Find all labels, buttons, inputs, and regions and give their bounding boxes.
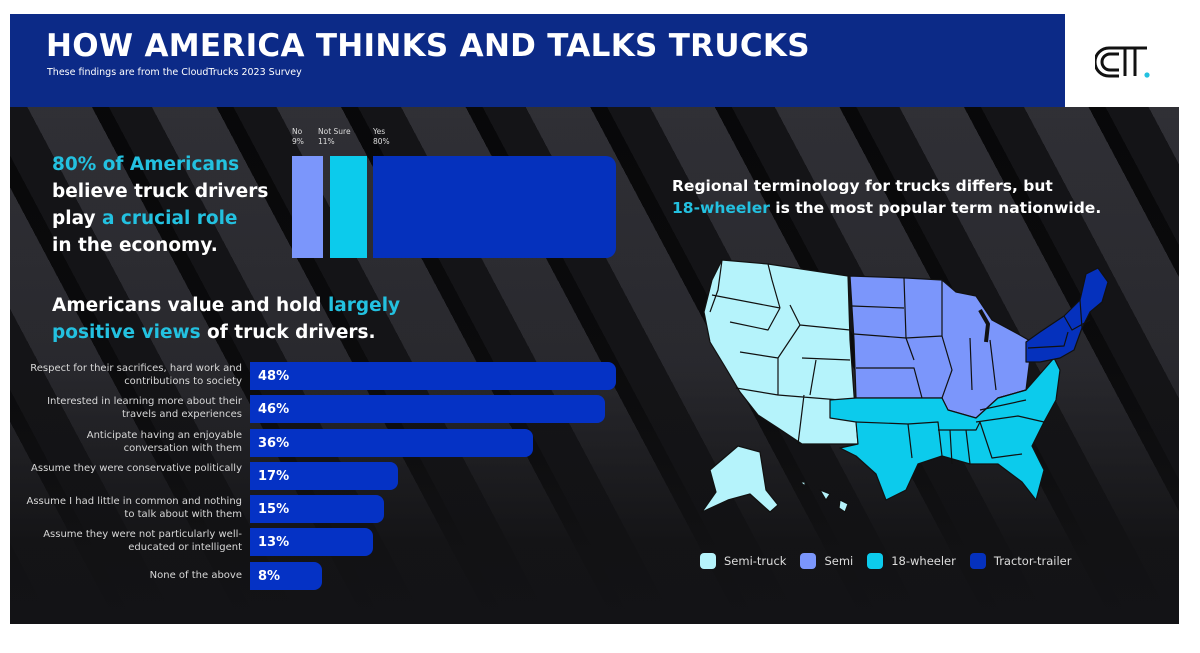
bar-row: Assume they were conservative politicall… [20,462,620,492]
stack-label-yes: Yes 80% [373,127,390,146]
swatch-icon [800,553,817,569]
bar-label: Assume they were conservative politicall… [31,463,242,474]
lead-accent: a crucial role [102,208,238,229]
views-heading: Americans value and hold largely positiv… [52,295,401,343]
lead-accent: 80% of Americans [52,154,240,175]
page-title: HOW AMERICA THINKS AND TALKS TRUCKS [46,28,810,64]
legend-item-tractor-trailer: Tractor-trailer [969,553,1071,569]
hawaii [799,481,849,513]
swatch-icon [700,553,716,569]
bar-row: Assume I had little in common and nothin… [20,495,620,525]
stack-label-no: No 9% [292,127,304,146]
lead-line: play [52,208,102,229]
map-title: Regional terminology for trucks differs,… [672,177,1102,217]
bar-label: Respect for their sacrifices, hard work … [30,363,242,387]
bar: 15% [250,495,384,523]
bar-value: 13% [258,535,290,550]
bar-value: 48% [258,369,290,384]
alaska [701,445,779,513]
stack-label-not-sure: Not Sure 11% [318,127,351,146]
lead-line: in the economy. [52,235,218,256]
bar-value: 36% [258,436,290,451]
header-band [10,14,1065,107]
stack-bar-not-sure [330,156,367,258]
bar: 13% [250,528,373,556]
bar-row: None of the above 8% [20,562,620,592]
stack-bar-yes [373,156,616,258]
bar-label: Assume they were not particularly well-e… [43,529,242,553]
bar: 8% [250,562,322,590]
bar: 46% [250,395,605,423]
bar: 36% [250,429,533,457]
bar-row: Interested in learning more about their … [20,395,620,425]
bar: 48% [250,362,616,390]
region-northeast [1025,267,1109,363]
page-subtitle: These findings are from the CloudTrucks … [47,67,302,78]
legend-item-semi: Semi [800,553,853,569]
bar-value: 17% [258,469,290,484]
legend-item-semi-truck: Semi-truck [700,553,786,569]
lead-statement: 80% of Americans believe truck drivers p… [52,151,268,259]
us-terminology-map [701,259,1109,513]
bar-value: 46% [258,402,290,417]
stack-bar-no [292,156,323,258]
lead-line: believe truck drivers [52,181,269,202]
logo-box [1065,14,1179,107]
legend-item-18-wheeler: 18-wheeler [867,553,956,569]
bar-row: Anticipate having an enjoyable conversat… [20,429,620,459]
cloudtrucks-logo-icon [1095,46,1150,78]
bar-label: Anticipate having an enjoyable conversat… [86,430,242,454]
swatch-icon [867,553,884,569]
bar-value: 15% [258,502,290,517]
map-legend: Semi-truck Semi 18-wheeler Tractor-trail… [700,553,1085,569]
bar: 17% [250,462,398,490]
bar-row: Respect for their sacrifices, hard work … [20,362,620,392]
swatch-icon [969,553,986,569]
bar-label: Interested in learning more about their … [47,396,242,420]
bar-label: None of the above [149,570,242,581]
bar-row: Assume they were not particularly well-e… [20,528,620,558]
bar-label: Assume I had little in common and nothin… [26,496,243,520]
bar-value: 8% [258,569,281,584]
